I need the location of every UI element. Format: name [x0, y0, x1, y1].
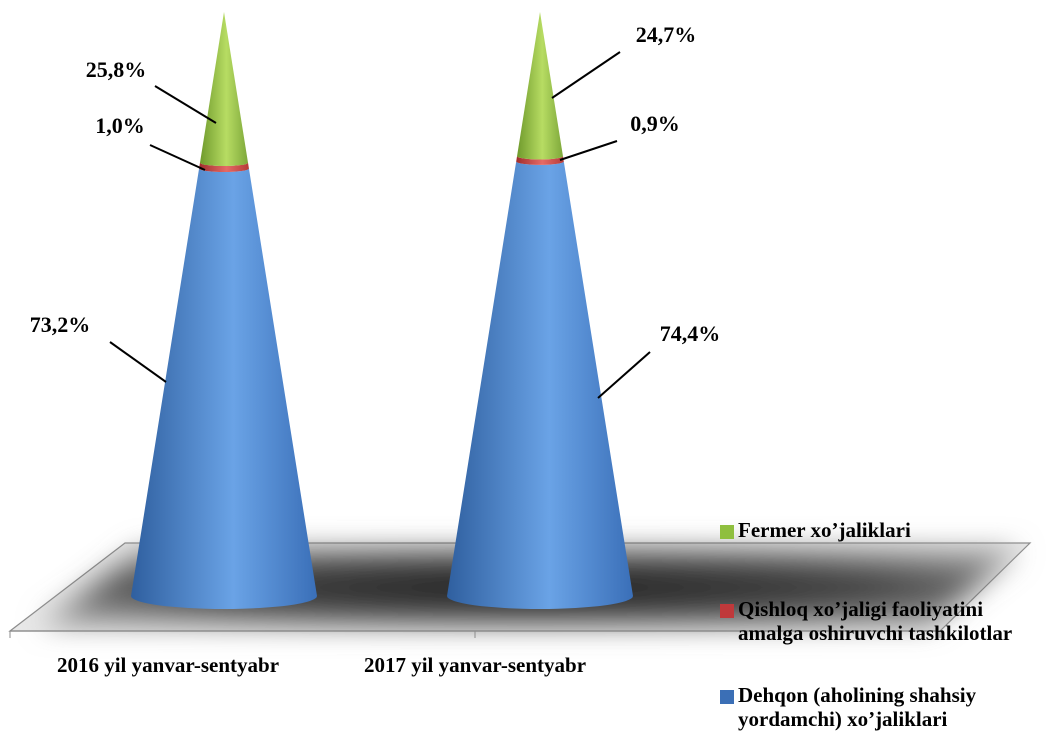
leader-line-dehqon-2017	[597, 351, 651, 399]
leader-line-dehqon-2016	[109, 341, 167, 383]
cone-segment-fermer-2016	[200, 12, 248, 167]
legend-swatch-green	[720, 525, 734, 539]
legend-label-fermer: Fermer xo’jaliklari	[738, 518, 911, 542]
data-label-fermer-2017: 24,7%	[636, 22, 697, 47]
cone-segment-dehqon-2017	[447, 161, 633, 609]
legend-item-qishloq: Qishloq xo’jaligi faoliyatini amalga osh…	[720, 597, 1038, 645]
leader-line-qishloq-2017	[559, 140, 618, 161]
leader-line-qishloq-2016	[149, 144, 206, 171]
legend-swatch-red	[720, 604, 734, 618]
cone-segment-qishloq-2016	[199, 162, 249, 172]
legend-item-dehqon: Dehqon (aholining shahsiy yordamchi) xo’…	[720, 683, 1038, 731]
data-label-fermer-2016: 25,8%	[86, 57, 147, 82]
legend-item-fermer: Fermer xo’jaliklari	[720, 518, 1038, 542]
legend-label-dehqon: Dehqon (aholining shahsiy yordamchi) xo’…	[738, 683, 977, 731]
data-label-qishloq-2017: 0,9%	[630, 111, 680, 136]
leader-line-fermer-2017	[551, 51, 621, 99]
data-label-dehqon-2017: 74,4%	[660, 321, 721, 346]
cone-segment-fermer-2017	[517, 12, 563, 160]
legend-label-qishloq: Qishloq xo’jaligi faoliyatini amalga osh…	[738, 597, 1013, 645]
category-label-2016: 2016 yil yanvar-sentyabr	[57, 653, 279, 677]
legend-swatch-blue	[720, 690, 734, 704]
cone-segment-dehqon-2016	[131, 168, 317, 609]
category-label-2017: 2017 yil yanvar-sentyabr	[364, 653, 586, 677]
cone-segment-qishloq-2017	[516, 156, 564, 165]
data-label-dehqon-2016: 73,2%	[30, 312, 91, 337]
leader-line-fermer-2016	[154, 85, 217, 124]
data-label-qishloq-2016: 1,0%	[95, 113, 145, 138]
